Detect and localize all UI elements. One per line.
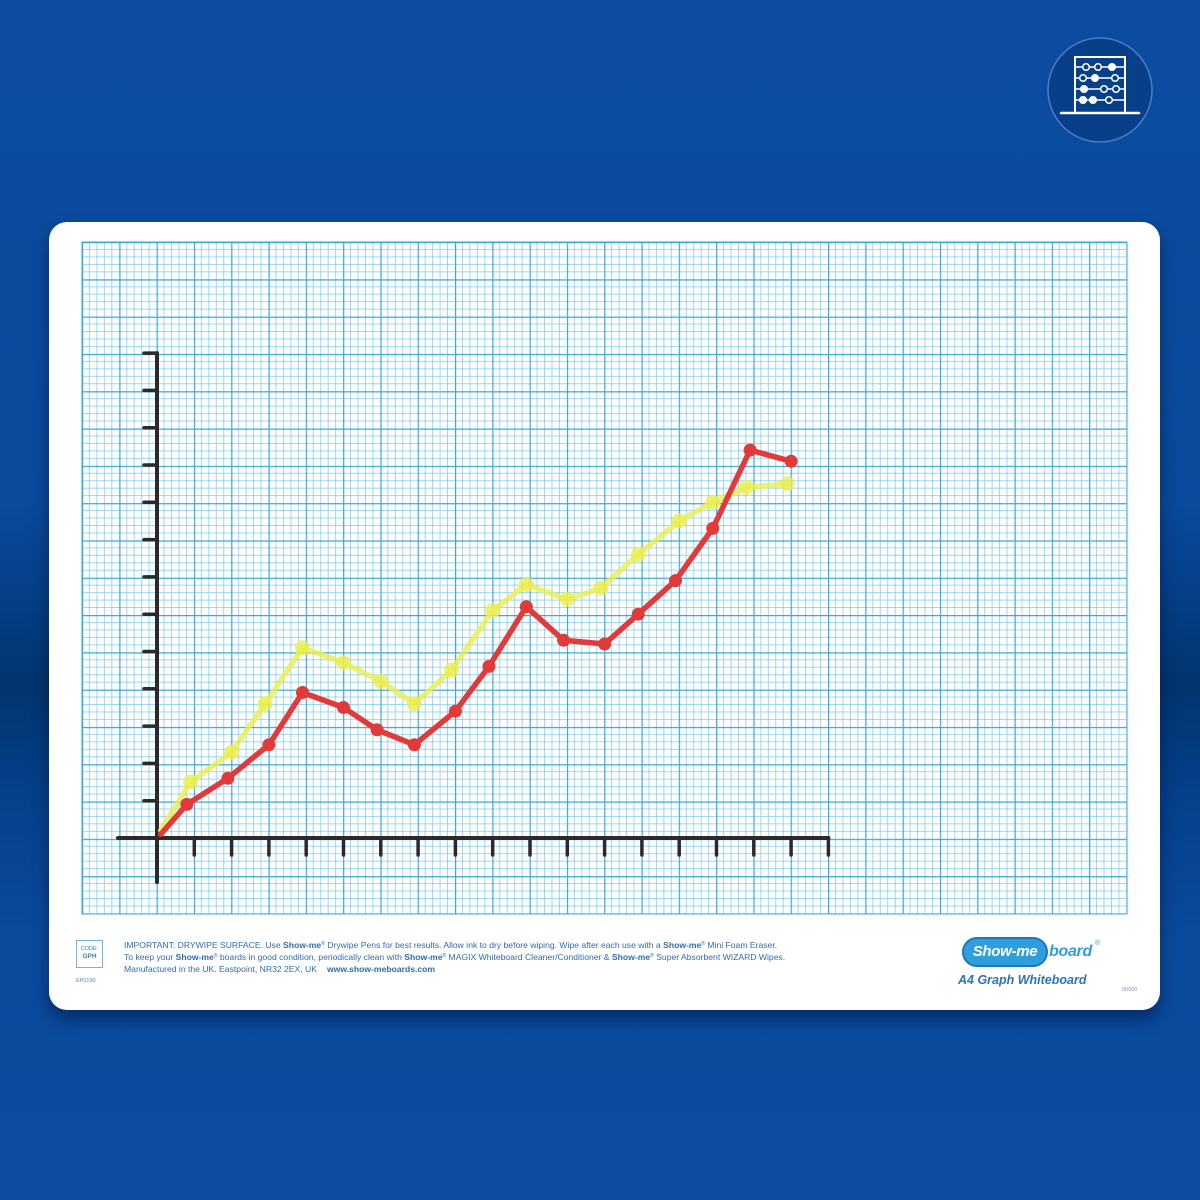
product-name: A4 Graph Whiteboard — [958, 973, 1087, 987]
data-point — [444, 662, 460, 678]
data-point — [631, 607, 645, 621]
data-point — [669, 574, 682, 588]
code-label: CODE: — [80, 946, 99, 952]
notice-text: Super Absorbent WIZARD Wipes. — [653, 952, 786, 962]
data-point — [738, 479, 754, 495]
registered-mark: ® — [701, 941, 705, 947]
data-point — [518, 576, 534, 592]
data-point — [257, 696, 273, 712]
logo-badge: Show-me — [962, 937, 1048, 967]
website-text: www.show-meboards.com — [326, 964, 436, 974]
brand-name: Show-me — [283, 940, 322, 950]
notice-line-1: IMPORTANT: DRYWIPE SURFACE. Use Show-me®… — [124, 939, 785, 951]
brand-name: Show-me — [404, 952, 443, 962]
data-point — [180, 797, 194, 811]
notice-line-3: Manufactured in the UK. Eastpoint, NR32 … — [124, 963, 785, 975]
data-point — [706, 521, 720, 535]
abacus-icon — [1047, 37, 1153, 143]
logo-show-me-text: Show-me — [972, 943, 1038, 960]
brand-name: Show-me — [663, 940, 702, 950]
notice-text: Mini Foam Eraser. — [704, 940, 778, 950]
batch-code: 00000 — [1122, 987, 1138, 993]
data-point — [407, 738, 421, 752]
data-point — [221, 771, 235, 785]
abacus-beads — [1078, 62, 1121, 105]
data-point — [743, 443, 757, 457]
data-point — [630, 547, 646, 562]
brand-logo: Show-me board ® — [962, 934, 1112, 970]
data-point — [593, 580, 609, 596]
data-point — [485, 603, 501, 618]
data-point — [224, 744, 240, 760]
brand-name: Show-me — [611, 952, 651, 962]
registered-mark: ® — [213, 953, 218, 959]
registered-mark: ® — [442, 953, 447, 959]
data-point — [705, 494, 721, 510]
graph-grid — [81, 241, 1128, 915]
data-point — [262, 738, 276, 752]
notice-text: boards in good condition, periodically c… — [217, 952, 405, 962]
data-point — [671, 513, 687, 529]
data-point — [337, 701, 350, 714]
data-point — [482, 659, 496, 673]
data-point — [373, 673, 389, 689]
brand-name: Show-me — [175, 952, 214, 962]
data-point — [519, 600, 533, 614]
registered-mark: ® — [650, 953, 654, 959]
data-point — [370, 723, 384, 737]
code-box: CODE: GPH — [76, 940, 103, 968]
code-value: GPH — [82, 953, 97, 960]
data-point — [448, 704, 462, 718]
logo-board-text: board — [1049, 943, 1092, 960]
notice-line-2: To keep your Show-me® boards in good con… — [124, 951, 785, 963]
care-notice: IMPORTANT: DRYWIPE SURFACE. Use Show-me®… — [124, 939, 785, 975]
notice-text: IMPORTANT: DRYWIPE SURFACE. Use — [124, 940, 284, 950]
registered-mark: ® — [321, 941, 325, 947]
data-point — [598, 637, 612, 651]
data-point — [784, 454, 798, 468]
part-number: EP0190 — [76, 978, 96, 984]
chart-marks — [116, 351, 831, 884]
notice-text: MAGIX Whiteboard Cleaner/Conditioner & — [446, 952, 612, 962]
data-point — [779, 476, 795, 492]
notice-text: To keep your — [124, 952, 176, 962]
data-point — [557, 633, 571, 647]
data-point — [559, 591, 575, 607]
abacus-badge — [1046, 36, 1154, 144]
notice-text: Drywipe Pens for best results. Allow ink… — [324, 940, 664, 950]
data-point — [296, 686, 309, 699]
data-point — [336, 655, 351, 671]
series-line — [157, 447, 794, 838]
data-point — [406, 696, 422, 712]
manufacturer-address: Manufactured in the UK. Eastpoint, NR32 … — [124, 964, 317, 974]
logo-registered-mark: ® — [1095, 940, 1101, 947]
data-point — [183, 774, 199, 790]
data-point — [295, 640, 310, 656]
